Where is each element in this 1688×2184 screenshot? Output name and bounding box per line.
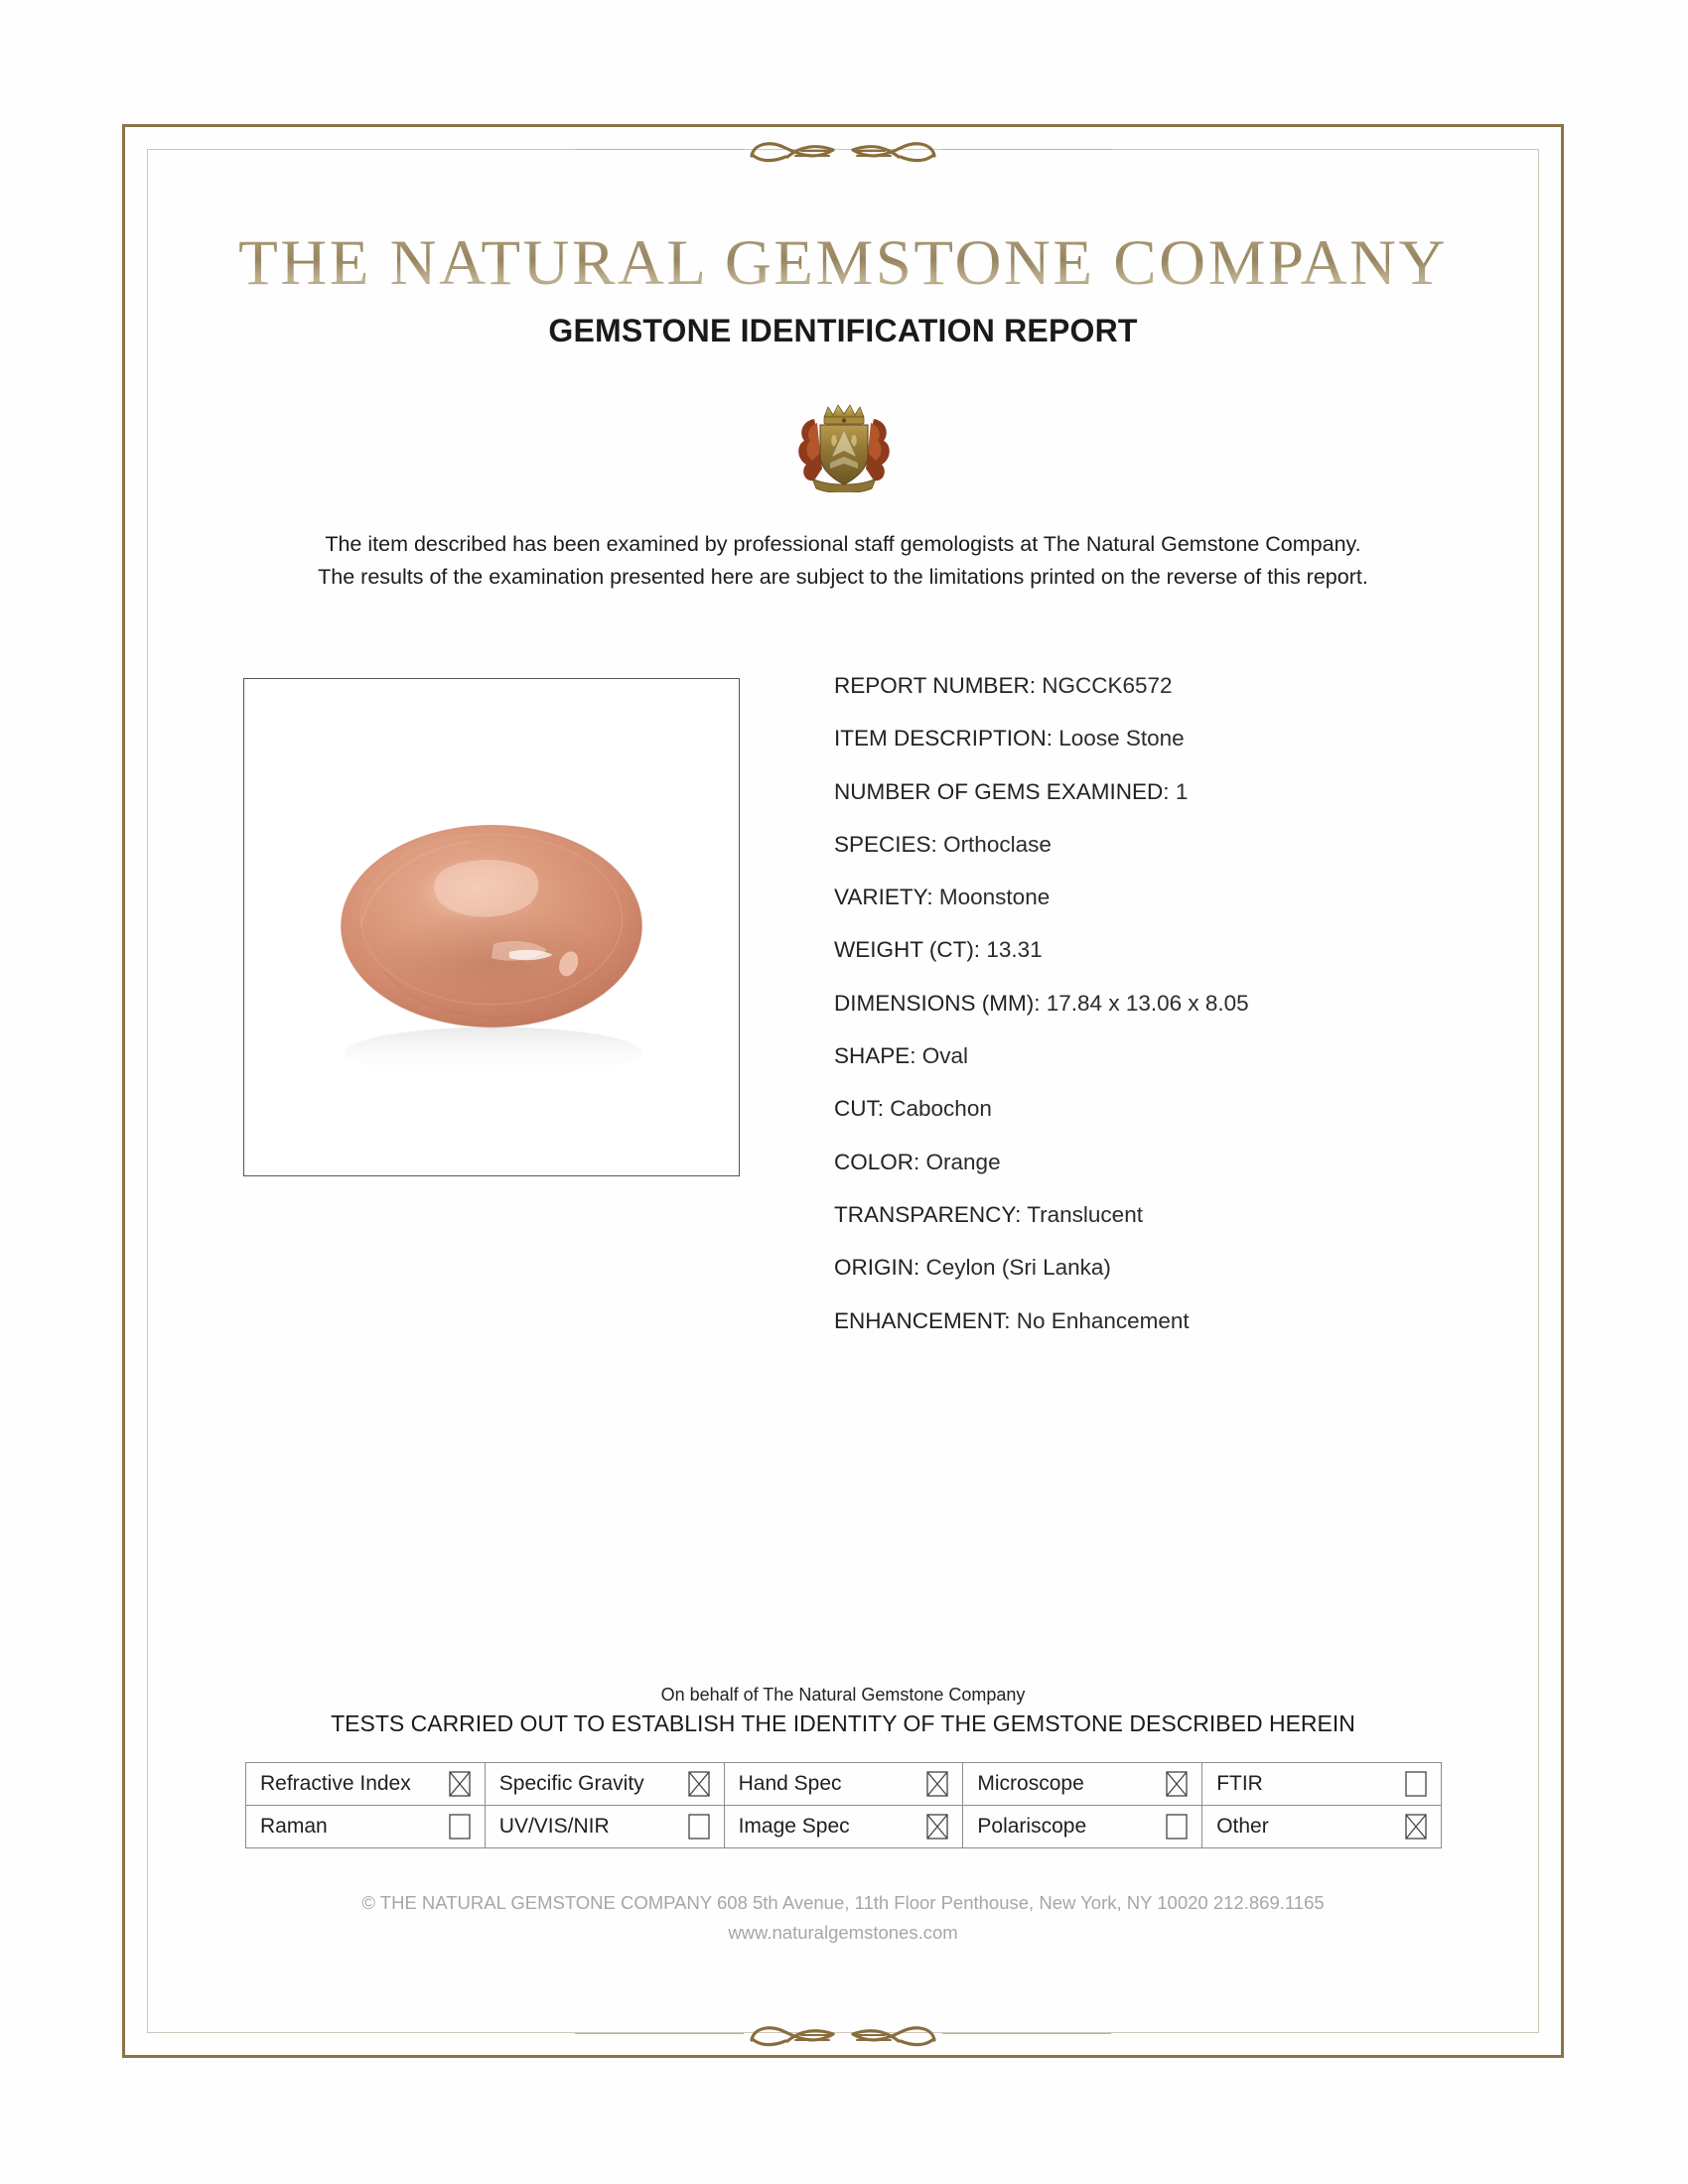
tests-heading: TESTS CARRIED OUT TO ESTABLISH THE IDENT… (331, 1710, 1355, 1736)
spec-value: Moonstone (938, 885, 1051, 910)
specification-list: REPORT NUMBER: NGCCK6572 ITEM DESCRIPTIO… (834, 673, 1509, 1361)
intro-line-1: The item described has been examined by … (325, 532, 1361, 556)
test-cell-specific-gravity[interactable]: Specific Gravity (484, 1762, 725, 1806)
spec-value: Ceylon (Sri Lanka) (925, 1255, 1111, 1281)
intro-line-2: The results of the examination presented… (318, 565, 1368, 589)
spec-label: DIMENSIONS (MM): (834, 990, 1041, 1016)
test-label: Specific Gravity (498, 1772, 644, 1795)
spec-value: Orange (925, 1149, 1001, 1174)
checkbox-checked-icon[interactable] (926, 1814, 949, 1840)
spec-label: REPORT NUMBER: (834, 673, 1036, 698)
ornament-rule-left (575, 2032, 744, 2034)
table-row: Raman UV/VIS/NIR (245, 1805, 1442, 1848)
spec-value: Translucent (1027, 1201, 1143, 1227)
spec-label: WEIGHT (CT): (834, 937, 981, 963)
flourish-ornament-icon (750, 2026, 936, 2047)
spec-label: ORIGIN: (834, 1255, 920, 1281)
spec-value: Orthoclase (943, 831, 1052, 857)
spec-value: Cabochon (890, 1096, 992, 1122)
ornament-rule-right (942, 148, 1111, 150)
test-label: Refractive Index (260, 1772, 411, 1795)
spec-row-color: COLOR: Orange (834, 1150, 1509, 1202)
spec-value: 13.31 (986, 937, 1043, 963)
spec-row-weight: WEIGHT (CT): 13.31 (834, 937, 1509, 990)
checkbox-checked-icon[interactable] (1166, 1771, 1188, 1797)
spec-label: TRANSPARENCY: (834, 1201, 1022, 1227)
spec-row-species: SPECIES: Orthoclase (834, 832, 1509, 885)
spec-label: SHAPE: (834, 1043, 916, 1069)
test-label: Raman (260, 1815, 328, 1838)
test-label: UV/VIS/NIR (498, 1815, 610, 1838)
checkbox-unchecked-icon[interactable] (449, 1814, 471, 1840)
test-cell-microscope[interactable]: Microscope (962, 1762, 1203, 1806)
test-cell-uv-vis-nir[interactable]: UV/VIS/NIR (484, 1805, 725, 1848)
spec-row-shape: SHAPE: Oval (834, 1043, 1509, 1096)
checkbox-unchecked-icon[interactable] (1405, 1771, 1427, 1797)
spec-label: NUMBER OF GEMS EXAMINED: (834, 778, 1170, 804)
checkbox-checked-icon[interactable] (687, 1771, 710, 1797)
spec-row-number-of-gems: NUMBER OF GEMS EXAMINED: 1 (834, 779, 1509, 832)
spec-label: COLOR: (834, 1149, 920, 1174)
spec-label: SPECIES: (834, 831, 937, 857)
spec-row-cut: CUT: Cabochon (834, 1096, 1509, 1149)
checkbox-checked-icon[interactable] (926, 1771, 949, 1797)
test-label: FTIR (1216, 1772, 1263, 1795)
test-cell-refractive-index[interactable]: Refractive Index (245, 1762, 486, 1806)
spec-value: 17.84 x 13.06 x 8.05 (1046, 990, 1249, 1016)
spec-value: NGCCK6572 (1042, 673, 1173, 698)
company-title: THE NATURAL GEMSTONE COMPANY (147, 226, 1539, 301)
spec-value: Loose Stone (1058, 726, 1185, 751)
test-label: Hand Spec (738, 1772, 842, 1795)
tests-table: Refractive Index Specific Gravity (245, 1762, 1442, 1848)
spec-value: Oval (921, 1043, 969, 1069)
gemstone-photo (244, 679, 739, 1175)
intro-paragraph: The item described has been examined by … (147, 528, 1539, 594)
spec-value: No Enhancement (1016, 1307, 1190, 1333)
inner-thin-border (147, 149, 1539, 2033)
gemstone-image-frame (243, 678, 740, 1176)
footer-address-line: © THE NATURAL GEMSTONE COMPANY 608 5th A… (361, 1892, 1325, 1913)
test-label: Other (1216, 1815, 1269, 1838)
spec-row-report-number: REPORT NUMBER: NGCCK6572 (834, 673, 1509, 726)
spec-label: CUT: (834, 1096, 884, 1122)
spec-label: VARIETY: (834, 885, 933, 910)
checkbox-checked-icon[interactable] (1405, 1814, 1427, 1840)
spec-label: ENHANCEMENT: (834, 1307, 1011, 1333)
report-subtitle: GEMSTONE IDENTIFICATION REPORT (548, 313, 1138, 348)
test-label: Polariscope (977, 1815, 1087, 1838)
test-cell-other[interactable]: Other (1201, 1805, 1442, 1848)
test-cell-hand-spec[interactable]: Hand Spec (723, 1762, 964, 1806)
test-cell-ftir[interactable]: FTIR (1201, 1762, 1442, 1806)
footer: © THE NATURAL GEMSTONE COMPANY 608 5th A… (147, 1888, 1539, 1948)
heraldic-crest-icon (798, 404, 890, 492)
test-cell-polariscope[interactable]: Polariscope (962, 1805, 1203, 1848)
ornament-rule-left (575, 148, 744, 150)
spec-label: ITEM DESCRIPTION: (834, 726, 1054, 751)
test-label: Microscope (977, 1772, 1084, 1795)
checkbox-unchecked-icon[interactable] (1166, 1814, 1188, 1840)
on-behalf-text: On behalf of The Natural Gemstone Compan… (660, 1685, 1026, 1705)
test-label: Image Spec (738, 1815, 850, 1838)
top-ornament (147, 119, 1539, 179)
spec-row-enhancement: ENHANCEMENT: No Enhancement (834, 1308, 1509, 1361)
ornament-rule-right (942, 2032, 1111, 2034)
spec-row-transparency: TRANSPARENCY: Translucent (834, 1202, 1509, 1255)
spec-row-item-description: ITEM DESCRIPTION: Loose Stone (834, 726, 1509, 778)
bottom-ornament (147, 2003, 1539, 2063)
test-cell-image-spec[interactable]: Image Spec (723, 1805, 964, 1848)
spec-row-dimensions: DIMENSIONS (MM): 17.84 x 13.06 x 8.05 (834, 991, 1509, 1043)
table-row: Refractive Index Specific Gravity (245, 1762, 1442, 1806)
footer-website[interactable]: www.naturalgemstones.com (728, 1922, 958, 1943)
checkbox-checked-icon[interactable] (449, 1771, 471, 1797)
test-cell-raman[interactable]: Raman (245, 1805, 486, 1848)
flourish-ornament-icon (750, 142, 936, 163)
outer-gold-border (122, 124, 1564, 2058)
spec-value: 1 (1175, 778, 1189, 804)
spec-row-variety: VARIETY: Moonstone (834, 885, 1509, 937)
spec-row-origin: ORIGIN: Ceylon (Sri Lanka) (834, 1255, 1509, 1307)
checkbox-unchecked-icon[interactable] (687, 1814, 710, 1840)
